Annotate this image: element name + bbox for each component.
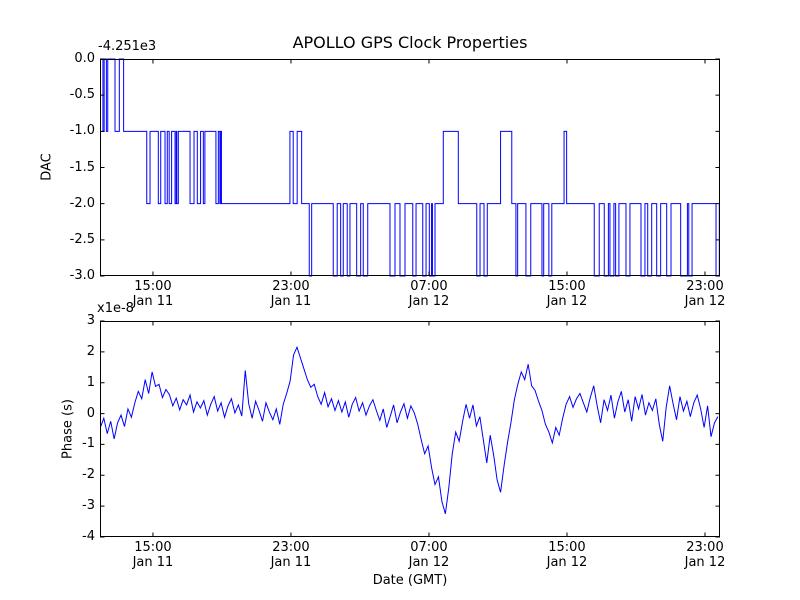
dac-y-tick-label: -2.5 — [69, 231, 95, 247]
phase-series-line — [99, 345, 719, 514]
phase-axis-offset-text: x1e-8 — [97, 301, 134, 316]
phase-y-tick-label: -3 — [82, 498, 95, 514]
phase-y-tick-label: -2 — [82, 467, 95, 483]
plot-title: APOLLO GPS Clock Properties — [292, 33, 528, 52]
phase-x-tick-label: 23:00 Jan 11 — [270, 540, 312, 570]
dac-y-axis-label: DAC — [39, 153, 55, 181]
phase-y-tick-label: -4 — [82, 529, 95, 544]
dac-axis-offset-text: -4.251e3 — [98, 39, 157, 54]
phase-y-tick-label: -1 — [82, 436, 95, 452]
phase-y-tick-label: 3 — [86, 313, 95, 328]
dac-y-tick-label: -3.0 — [69, 268, 95, 283]
phase-tick-marks — [100, 320, 720, 538]
dac-series-line — [100, 58, 720, 277]
x-axis-label: Date (GMT) — [372, 573, 448, 588]
dac-axes-frame — [100, 59, 720, 276]
phase-y-tick-label: 0 — [86, 405, 95, 421]
dac-x-tick-label: 15:00 Jan 12 — [546, 279, 588, 309]
dac-y-tick-label: -1.0 — [69, 123, 95, 139]
dac-x-tick-label: 23:00 Jan 12 — [684, 279, 726, 309]
dac-x-tick-label: 15:00 Jan 11 — [132, 279, 174, 309]
phase-y-tick-label: 1 — [86, 374, 95, 390]
phase-y-axis-label: Phase (s) — [60, 399, 76, 459]
phase-axes-frame — [100, 321, 720, 537]
phase-x-tick-label: 15:00 Jan 12 — [546, 540, 588, 570]
dac-x-tick-label: 07:00 Jan 12 — [408, 279, 450, 309]
dac-y-tick-label: -1.5 — [69, 159, 95, 175]
dac-y-tick-label: -2.0 — [69, 195, 95, 211]
dac-tick-marks — [100, 58, 720, 277]
phase-x-tick-label: 23:00 Jan 12 — [684, 540, 726, 570]
dac-y-tick-label: -0.5 — [69, 87, 95, 103]
phase-x-tick-label: 07:00 Jan 12 — [408, 540, 450, 570]
phase-x-tick-label: 15:00 Jan 11 — [132, 540, 174, 570]
dac-y-tick-label: 0.0 — [74, 51, 95, 66]
phase-y-tick-label: 2 — [86, 343, 95, 359]
dac-x-tick-label: 23:00 Jan 11 — [270, 279, 312, 309]
